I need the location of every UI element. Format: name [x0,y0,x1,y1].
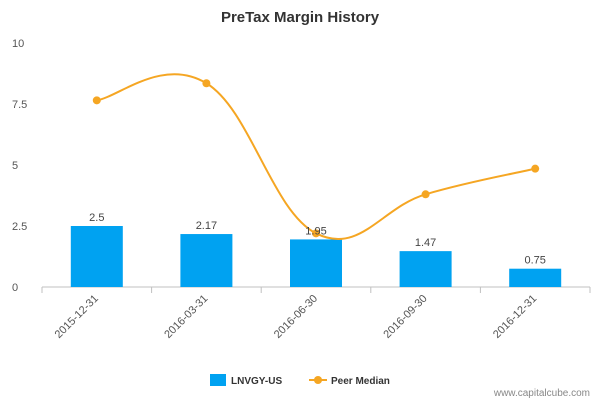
x-tick-label: 2016-09-30 [381,293,429,341]
legend-bar-label: LNVGY-US [231,376,282,387]
line-point [202,79,211,88]
y-tick-label: 5 [12,160,18,172]
y-tick-label: 2.5 [12,221,27,233]
legend-line-marker [314,376,322,384]
line-point [421,190,430,199]
line-point [531,164,540,173]
bar [70,226,123,287]
x-tick-label: 2016-03-31 [162,293,210,341]
data-label: 2.5 [89,212,104,224]
y-tick-label: 0 [12,282,18,294]
x-tick-label: 2015-12-31 [53,293,101,341]
bar-series [70,226,562,287]
bar [290,239,342,287]
peer-median-line [96,73,536,240]
data-label: 1.95 [305,225,326,237]
watermark: www.capitalcube.com [493,388,590,399]
data-label: 0.75 [524,255,545,267]
legend-bar-swatch [210,374,226,386]
bar [180,234,233,287]
line-point [312,229,320,238]
axes: 0 2.5 5 7.5 10 2015-12-31 2016-03-31 2016-06-30… [12,38,591,341]
legend: LNVGY-US Peer Median [210,374,390,387]
data-label: 1.47 [415,237,436,249]
data-labels: 2.5 2.17 1.95 1.47 0.75 [89,212,546,267]
y-tick-label: 10 [12,38,24,50]
line-point [92,96,101,105]
data-label: 2.17 [196,220,217,232]
line-series [92,73,540,240]
chart-title: PreTax Margin History [221,9,380,26]
bar [399,251,452,287]
x-tick-label: 2016-12-31 [491,293,539,341]
legend-line-label: Peer Median [331,376,390,387]
y-tick-label: 7.5 [12,99,27,111]
bar [509,268,562,287]
x-tick-label: 2016-06-30 [272,293,320,341]
